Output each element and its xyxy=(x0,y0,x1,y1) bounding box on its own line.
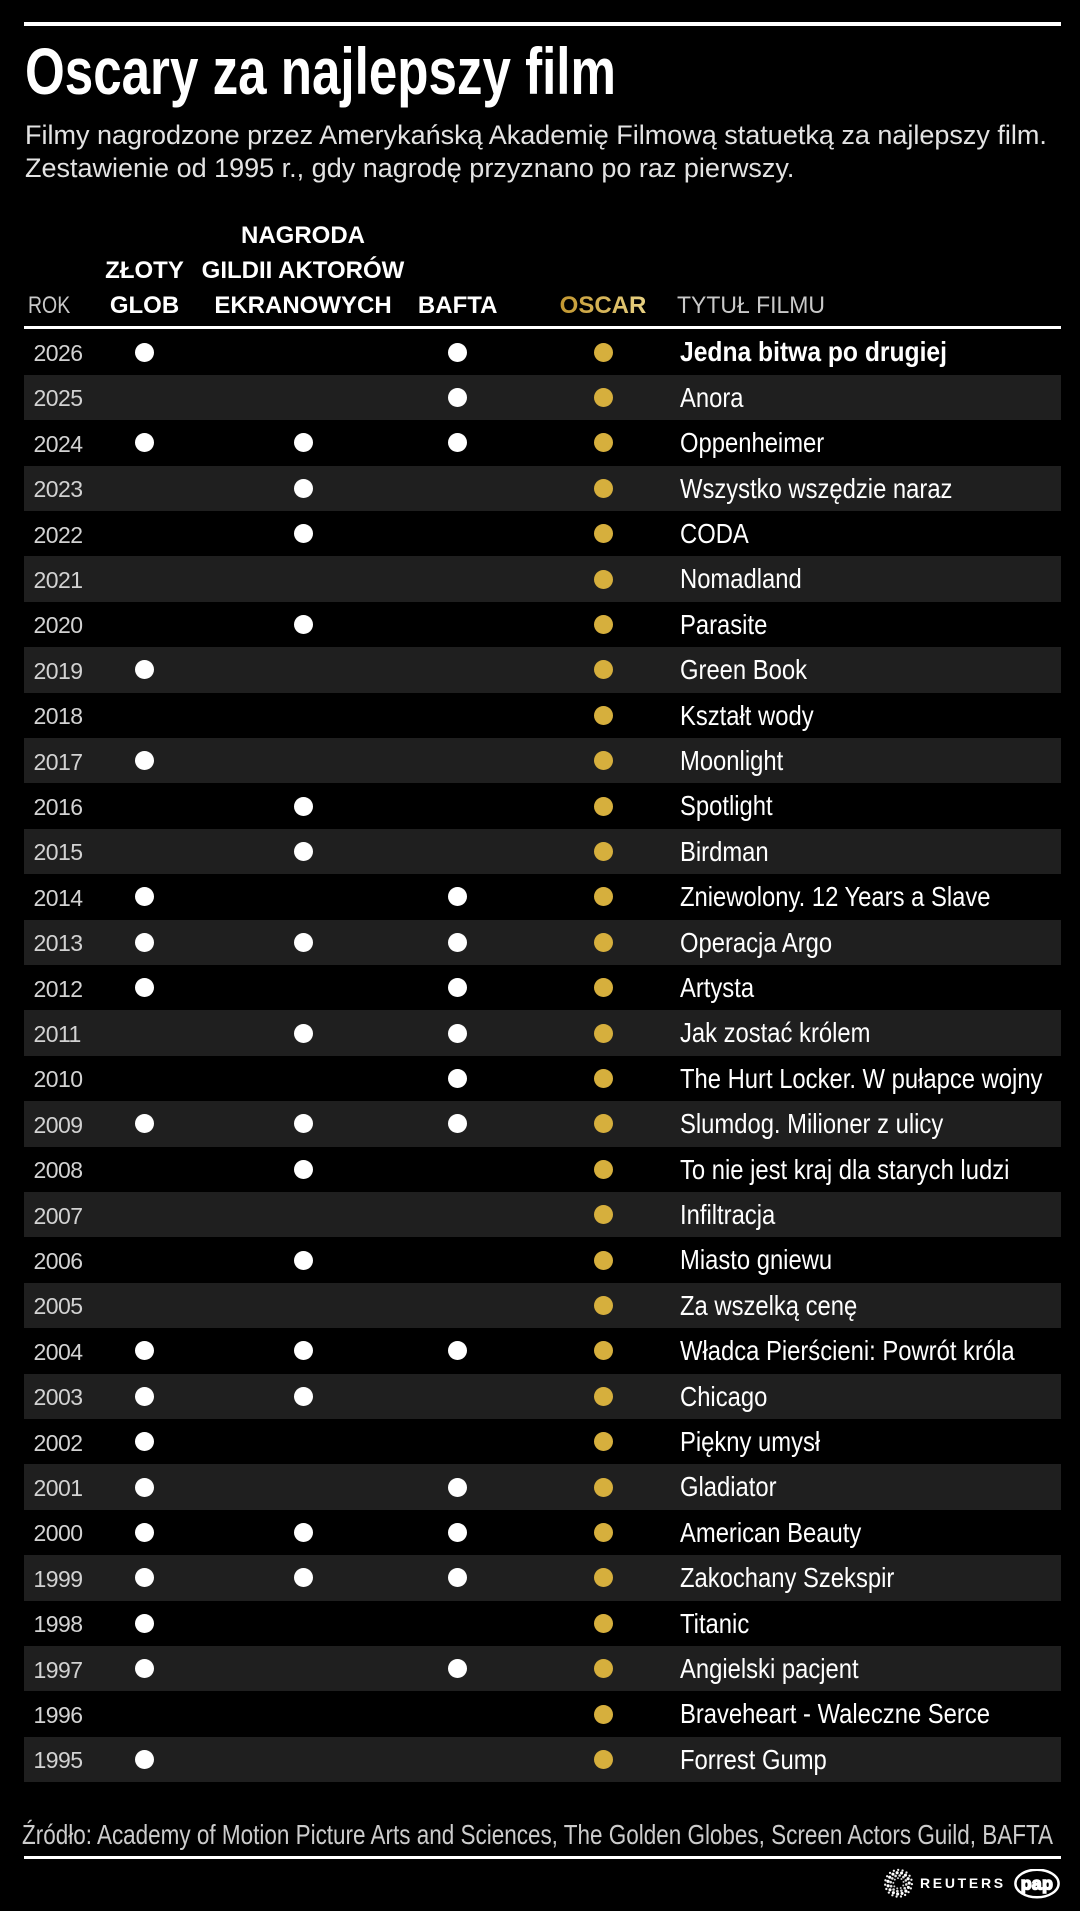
svg-text:pap: pap xyxy=(1021,1873,1053,1893)
